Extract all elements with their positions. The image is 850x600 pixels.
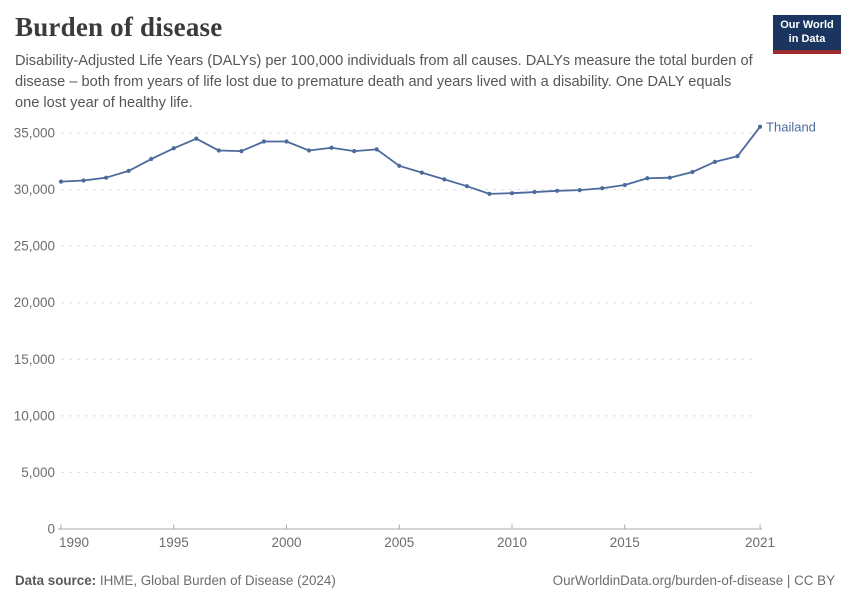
data-point <box>487 191 492 196</box>
x-tick-label: 2015 <box>610 535 640 550</box>
series-label: Thailand <box>766 119 816 134</box>
data-point <box>667 175 672 180</box>
data-source-label: Data source: <box>15 573 97 588</box>
data-point <box>374 147 379 152</box>
data-point <box>284 139 289 144</box>
data-point <box>735 154 740 159</box>
data-point <box>622 182 627 188</box>
owid-logo-line2: in Data <box>788 32 826 45</box>
data-point <box>464 184 469 189</box>
chart-subtitle: Disability-Adjusted Life Years (DALYs) p… <box>15 53 753 111</box>
data-point <box>104 175 109 180</box>
data-point <box>532 189 537 195</box>
x-tick-label: 2005 <box>384 535 414 550</box>
chart-footer: Data source: IHME, Global Burden of Dise… <box>15 573 835 588</box>
data-point <box>442 177 447 182</box>
data-point <box>509 191 515 196</box>
data-point <box>149 156 154 162</box>
data-source-value: IHME, Global Burden of Disease (2024) <box>96 573 336 588</box>
x-tick-label: 2010 <box>497 535 527 550</box>
data-line <box>60 125 761 195</box>
data-point <box>352 149 357 154</box>
data-point <box>329 145 334 150</box>
data-point <box>397 163 402 168</box>
x-tick-label: 1995 <box>159 535 189 550</box>
y-tick-label: 10,000 <box>14 408 55 423</box>
data-point <box>712 159 718 164</box>
y-tick-label: 20,000 <box>14 295 55 310</box>
data-point <box>58 179 64 184</box>
data-point <box>194 136 199 141</box>
y-tick-label: 35,000 <box>14 126 55 141</box>
data-point <box>306 148 312 153</box>
data-point <box>216 148 221 153</box>
data-point <box>171 146 176 151</box>
x-tick-label: 2021 <box>745 535 775 550</box>
data-source: Data source: IHME, Global Burden of Dise… <box>15 573 336 588</box>
x-tick-label: 2000 <box>271 535 301 550</box>
data-point <box>419 170 424 175</box>
y-tick-label: 30,000 <box>14 182 55 197</box>
owid-logo: Our World in Data <box>773 15 841 54</box>
credit-line: OurWorldinData.org/burden-of-disease | C… <box>552 573 835 588</box>
y-tick-label: 0 <box>47 522 55 537</box>
data-point <box>261 139 267 144</box>
y-tick-label: 5,000 <box>21 465 55 480</box>
data-point <box>577 188 582 193</box>
data-point <box>690 169 695 175</box>
owid-logo-line1: Our World <box>780 19 834 31</box>
y-tick-label: 25,000 <box>14 239 55 254</box>
data-point <box>126 168 131 174</box>
data-point <box>555 188 560 193</box>
data-point <box>600 186 605 191</box>
data-point <box>645 176 650 181</box>
data-point <box>757 124 763 129</box>
data-point <box>239 149 244 154</box>
y-tick-label: 15,000 <box>14 352 55 367</box>
x-tick-label: 1990 <box>59 535 89 550</box>
page-title: Burden of disease <box>15 12 223 42</box>
data-point <box>81 178 86 183</box>
